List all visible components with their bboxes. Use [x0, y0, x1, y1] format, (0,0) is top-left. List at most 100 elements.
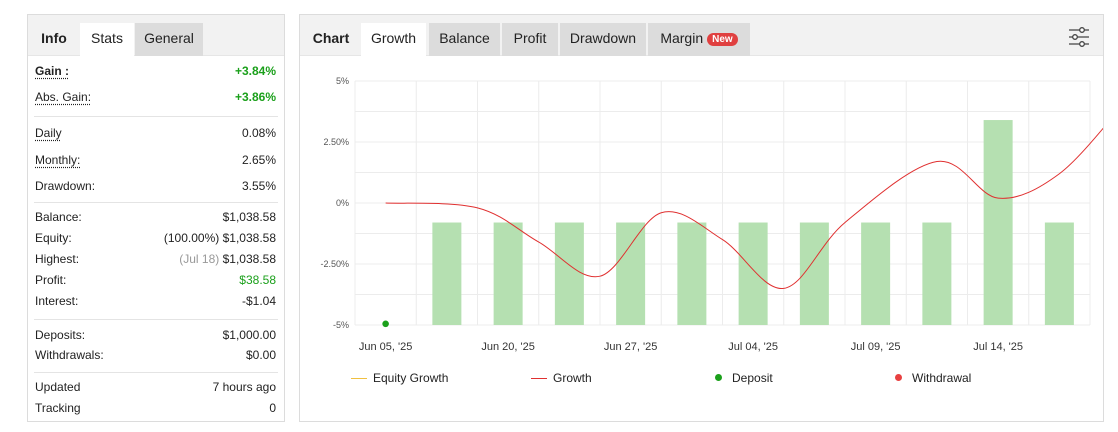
growth-line [385, 127, 1103, 289]
updated-row: Updated 7 hours ago [35, 378, 276, 398]
legend-label: Equity Growth [373, 371, 449, 385]
highest-label: Highest: [35, 252, 80, 266]
withdrawals-label: Withdrawals: [35, 348, 104, 362]
abs-gain-value: +3.86% [234, 90, 276, 104]
legend-label: Withdrawal [912, 371, 972, 385]
profit-label: Profit: [35, 273, 67, 287]
tab-balance[interactable]: Balance [429, 23, 500, 56]
tab-margin[interactable]: Margin New [648, 23, 750, 56]
divider [34, 116, 278, 117]
x-tick-label: Jun 27, '25 [604, 341, 657, 353]
profit-row: Profit: $38.58 [35, 271, 276, 291]
tracking-row: Tracking 0 [35, 399, 276, 419]
sliders-icon[interactable] [1067, 25, 1091, 49]
legend-swatch [715, 374, 722, 381]
x-tick-label: Jul 04, '25 [728, 341, 778, 353]
monthly-row: Monthly: 2.65% [35, 151, 276, 171]
withdrawals-value: $0.00 [245, 348, 276, 362]
legend-swatch [531, 378, 547, 379]
monthly-label: Monthly: [35, 153, 81, 167]
abs-gain-label: Abs. Gain: [35, 90, 92, 104]
chart-panel: Chart Growth Balance Profit Drawdown Mar… [299, 14, 1104, 422]
y-tick-label: 0% [336, 198, 349, 208]
daily-label: Daily [35, 126, 62, 140]
tracking-value: 0 [269, 401, 276, 415]
divider [34, 319, 278, 320]
growth-bar [738, 222, 768, 325]
updated-value: 7 hours ago [212, 380, 276, 394]
profit-value: $38.58 [239, 273, 276, 287]
divider [34, 202, 278, 203]
growth-bar [432, 222, 462, 325]
legend-swatch [351, 378, 367, 379]
tracking-label: Tracking [35, 401, 81, 415]
tab-general[interactable]: General [135, 23, 203, 56]
equity-label: Equity: [35, 231, 72, 245]
interest-label: Interest: [35, 294, 79, 308]
legend-deposit[interactable]: Deposit [711, 371, 811, 385]
tab-growth[interactable]: Growth [361, 23, 426, 56]
tab-chart[interactable]: Chart [312, 30, 350, 46]
gain-label: Gain : [35, 64, 70, 78]
y-tick-label: 2.50% [323, 137, 349, 147]
equity-value-group: (100.00%) $1,038.58 [164, 231, 276, 245]
tab-profit[interactable]: Profit [502, 23, 558, 56]
equity-value: $1,038.58 [222, 231, 276, 245]
legend-label: Deposit [732, 371, 773, 385]
tab-stats[interactable]: Stats [80, 23, 134, 56]
legend-equity-growth[interactable]: Equity Growth [351, 371, 471, 385]
tab-info[interactable]: Info [41, 30, 67, 46]
daily-row: Daily 0.08% [35, 124, 276, 144]
legend-label: Growth [553, 371, 592, 385]
highest-row: Highest: (Jul 18) $1,038.58 [35, 250, 276, 270]
growth-bar [799, 222, 829, 325]
left-tabbar: Info Stats General [28, 15, 284, 56]
abs-gain-row: Abs. Gain: +3.86% [35, 88, 276, 108]
gain-value: +3.84% [234, 64, 276, 78]
balance-label: Balance: [35, 210, 82, 224]
x-tick-label: Jul 09, '25 [851, 341, 901, 353]
stats-panel: Info Stats General Gain : +3.84% Abs. Ga… [27, 14, 285, 422]
y-tick-label: -2.50% [320, 259, 349, 269]
growth-bar [861, 222, 891, 325]
tab-margin-label: Margin [660, 30, 704, 46]
gain-row: Gain : +3.84% [35, 62, 276, 82]
x-tick-label: Jul 14, '25 [973, 341, 1023, 353]
daily-value: 0.08% [241, 126, 276, 140]
highest-date: (Jul 18) [179, 252, 220, 266]
x-tick-label: Jun 20, '25 [481, 341, 534, 353]
growth-bar [616, 222, 646, 325]
updated-label: Updated [35, 380, 81, 394]
monthly-value: 2.65% [241, 153, 276, 167]
y-tick-label: -5% [333, 320, 349, 330]
growth-bar [493, 222, 523, 325]
highest-value-group: (Jul 18) $1,038.58 [179, 252, 276, 266]
legend-withdrawal[interactable]: Withdrawal [891, 371, 991, 385]
highest-value: $1,038.58 [222, 252, 276, 266]
balance-row: Balance: $1,038.58 [35, 208, 276, 228]
growth-bar [983, 120, 1013, 325]
legend-growth[interactable]: Growth [531, 371, 631, 385]
growth-bar [677, 222, 707, 325]
legend-swatch [895, 374, 902, 381]
deposits-value: $1,000.00 [222, 328, 276, 342]
deposits-label: Deposits: [35, 328, 86, 342]
x-tick-label: Jun 05, '25 [359, 341, 412, 353]
growth-bar [1044, 222, 1074, 325]
y-tick-label: 5% [336, 76, 349, 86]
growth-chart: 5% 2.50% 0% -2.50% -5% Jun 05, '25 Jun 20, '25… [320, 76, 1103, 353]
equity-percent: (100.00%) [163, 231, 220, 245]
deposits-row: Deposits: $1,000.00 [35, 326, 276, 346]
tab-drawdown[interactable]: Drawdown [560, 23, 646, 56]
withdrawals-row: Withdrawals: $0.00 [35, 346, 276, 366]
drawdown-label: Drawdown: [35, 179, 96, 193]
drawdown-value: 3.55% [241, 179, 276, 193]
balance-value: $1,038.58 [222, 210, 276, 224]
interest-value: -$1.04 [241, 294, 276, 308]
deposit-point [382, 320, 389, 328]
drawdown-row: Drawdown: 3.55% [35, 177, 276, 197]
interest-row: Interest: -$1.04 [35, 292, 276, 312]
growth-bar [554, 222, 584, 325]
chart-tabbar: Chart Growth Balance Profit Drawdown Mar… [300, 15, 1103, 56]
new-badge: New [707, 33, 738, 46]
